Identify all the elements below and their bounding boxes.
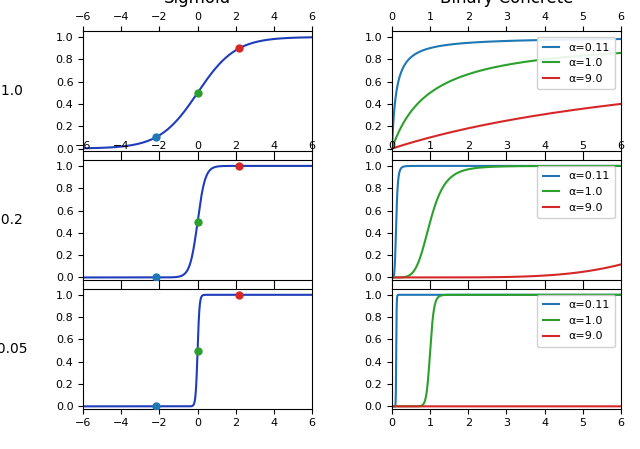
α=0.11 — [610, 163, 618, 169]
α=0.11 — [610, 36, 618, 42]
Line: α=0.11: α=0.11 — [392, 39, 621, 148]
α=0.11 — [493, 163, 501, 169]
Y-axis label: λ=0.05: λ=0.05 — [0, 342, 28, 356]
α=1.0 — [499, 292, 507, 298]
α=1.0 — [493, 292, 501, 298]
α=1.0 — [568, 163, 576, 169]
α=0.11 — [568, 163, 576, 169]
α=1.0 — [400, 274, 408, 280]
α=9.0 — [388, 404, 396, 409]
α=0.11 — [617, 292, 625, 298]
α=1.0 — [388, 404, 396, 409]
α=1.0 — [400, 404, 408, 409]
α=1.0 — [611, 51, 618, 56]
α=0.11 — [568, 37, 576, 42]
α=0.11 — [493, 292, 501, 298]
Line: α=0.11: α=0.11 — [392, 166, 621, 277]
α=1.0 — [610, 51, 618, 56]
α=9.0 — [617, 404, 625, 409]
α=1.0 — [499, 63, 507, 68]
α=1.0 — [493, 164, 501, 169]
α=9.0 — [499, 274, 507, 280]
α=1.0 — [611, 292, 618, 298]
α=0.11 — [493, 39, 501, 44]
α=0.11 — [611, 292, 618, 298]
α=0.11 — [500, 292, 508, 298]
Legend: α=0.11, α=1.0, α=9.0: α=0.11, α=1.0, α=9.0 — [537, 295, 615, 347]
α=0.11 — [568, 292, 576, 298]
α=9.0 — [568, 404, 576, 409]
α=9.0 — [611, 102, 618, 107]
α=0.11 — [617, 36, 625, 42]
Legend: α=0.11, α=1.0, α=9.0: α=0.11, α=1.0, α=9.0 — [537, 37, 615, 89]
α=0.11 — [400, 164, 408, 169]
α=9.0 — [388, 275, 396, 280]
α=1.0 — [568, 54, 576, 59]
Line: α=1.0: α=1.0 — [392, 166, 621, 277]
α=9.0 — [610, 102, 618, 107]
Title: Sigmoid: Sigmoid — [164, 0, 231, 7]
α=1.0 — [499, 164, 507, 169]
Legend: α=0.11, α=1.0, α=9.0: α=0.11, α=1.0, α=9.0 — [537, 166, 615, 218]
α=9.0 — [610, 264, 618, 269]
α=0.11 — [611, 163, 618, 169]
α=0.11 — [400, 292, 408, 298]
α=9.0 — [400, 404, 408, 409]
α=9.0 — [388, 146, 396, 151]
α=0.11 — [415, 292, 422, 298]
α=1.0 — [617, 50, 625, 56]
Line: α=0.11: α=0.11 — [392, 295, 621, 406]
α=9.0 — [611, 264, 618, 269]
α=1.0 — [610, 292, 618, 298]
α=1.0 — [400, 119, 408, 125]
α=9.0 — [568, 270, 576, 276]
α=1.0 — [617, 163, 625, 169]
α=9.0 — [493, 120, 501, 125]
α=9.0 — [400, 275, 408, 280]
α=1.0 — [388, 275, 396, 280]
Line: α=9.0: α=9.0 — [392, 104, 621, 149]
α=1.0 — [493, 64, 501, 70]
α=0.11 — [611, 292, 618, 298]
α=1.0 — [388, 146, 396, 151]
α=9.0 — [610, 404, 618, 409]
α=9.0 — [617, 262, 625, 267]
α=0.11 — [499, 163, 507, 169]
Title: Binary Concrete: Binary Concrete — [440, 0, 573, 7]
α=9.0 — [568, 107, 576, 113]
Line: α=9.0: α=9.0 — [392, 264, 621, 277]
Line: α=1.0: α=1.0 — [392, 295, 621, 406]
α=0.11 — [388, 275, 396, 280]
α=0.11 — [388, 145, 396, 150]
α=1.0 — [617, 292, 625, 298]
α=1.0 — [615, 292, 623, 298]
α=9.0 — [499, 404, 507, 409]
α=0.11 — [400, 64, 408, 69]
α=9.0 — [400, 142, 408, 148]
α=0.11 — [611, 36, 618, 42]
Line: α=1.0: α=1.0 — [392, 53, 621, 149]
α=1.0 — [610, 163, 618, 169]
α=9.0 — [493, 404, 501, 409]
Y-axis label: λ=1.0: λ=1.0 — [0, 84, 24, 98]
α=0.11 — [499, 38, 507, 44]
α=9.0 — [611, 404, 618, 409]
α=0.11 — [617, 163, 625, 169]
α=9.0 — [499, 119, 507, 124]
α=0.11 — [388, 404, 396, 409]
α=9.0 — [617, 101, 625, 106]
Y-axis label: λ=0.2: λ=0.2 — [0, 213, 24, 227]
α=1.0 — [611, 163, 618, 169]
α=9.0 — [493, 274, 501, 280]
α=1.0 — [568, 292, 576, 298]
